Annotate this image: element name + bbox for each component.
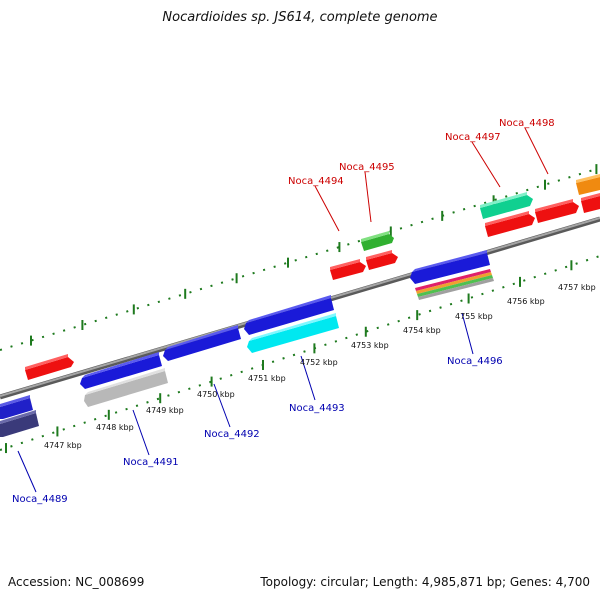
gene-arrow-noca-4493-upper[interactable] — [244, 295, 334, 335]
gene-arrow-noca-4497-lower[interactable] — [485, 211, 535, 237]
gene-arrow-noca-4495-upper[interactable] — [361, 231, 394, 251]
scale-label-4757: 4757 kbp — [558, 283, 596, 292]
gene-arrow-a[interactable] — [25, 354, 74, 380]
label-leaders — [17, 127, 549, 493]
gene-arrow-noca-4493-lower[interactable] — [247, 313, 339, 353]
gene-label-noca-4492[interactable]: Noca_4492 — [204, 429, 260, 440]
scale-label-4751: 4751 kbp — [248, 374, 286, 383]
gene-arrow-noca-4496[interactable] — [410, 250, 490, 284]
map-title: Nocardioides sp. JS614, complete genome — [162, 10, 438, 25]
scale-label-4752: 4752 kbp — [300, 358, 338, 367]
scale-label-4749: 4749 kbp — [146, 406, 184, 415]
forward-genes — [25, 174, 600, 380]
gene-label-noca-4491[interactable]: Noca_4491 — [123, 457, 179, 468]
scale-label-4753: 4753 kbp — [351, 341, 389, 350]
forward-tick-track — [0, 167, 600, 351]
gene-arrow-c[interactable] — [576, 174, 600, 195]
scale-label-4756: 4756 kbp — [507, 297, 545, 306]
gene-arrow-noca-4491-lower[interactable] — [84, 368, 168, 407]
gene-arrow-noca-4490[interactable] — [0, 410, 39, 437]
scale-label-4754: 4754 kbp — [403, 326, 441, 335]
gene-label-noca-4496[interactable]: Noca_4496 — [447, 356, 503, 367]
scale-label-4750: 4750 kbp — [197, 390, 235, 399]
gene-arrow-noca-4489[interactable] — [0, 395, 33, 419]
genome-summary-text: Topology: circular; Length: 4,985,871 bp… — [260, 575, 590, 589]
gene-label-noca-4494[interactable]: Noca_4494 — [288, 176, 344, 187]
accession-text: Accession: NC_008699 — [8, 575, 145, 589]
scale-label-4755: 4755 kbp — [455, 312, 493, 321]
gene-label-noca-4497[interactable]: Noca_4497 — [445, 132, 501, 143]
gene-label-noca-4495[interactable]: Noca_4495 — [339, 162, 395, 173]
gene-label-noca-4489[interactable]: Noca_4489 — [12, 494, 68, 505]
forward-gene-labels: Noca_4494 Noca_4495 Noca_4497 Noca_4498 — [288, 118, 555, 187]
reverse-tick-track — [0, 255, 600, 451]
gene-arrow-noca-4492[interactable] — [163, 325, 241, 361]
reverse-gene-labels: Noca_4489 Noca_4491 Noca_4492 Noca_4493 … — [12, 356, 503, 505]
gene-label-noca-4493[interactable]: Noca_4493 — [289, 403, 345, 414]
gene-arrow-noca-4497-upper[interactable] — [480, 192, 533, 219]
scale-label-4747: 4747 kbp — [44, 441, 82, 450]
gene-stack-noca-4496[interactable] — [415, 269, 494, 300]
scale-labels: 4747 kbp 4748 kbp 4749 kbp 4750 kbp 4751… — [44, 283, 596, 450]
gene-arrow-noca-4491-upper[interactable] — [80, 352, 162, 389]
scale-label-4748: 4748 kbp — [96, 423, 134, 432]
gene-arrow-b[interactable] — [581, 193, 600, 213]
reverse-genes — [0, 250, 494, 437]
gene-arrow-noca-4498[interactable] — [535, 199, 579, 223]
gene-arrow-noca-4495-lower[interactable] — [366, 250, 398, 270]
major-ticks — [5, 164, 598, 454]
gene-label-noca-4498[interactable]: Noca_4498 — [499, 118, 555, 129]
gene-arrow-noca-4494[interactable] — [330, 259, 366, 280]
